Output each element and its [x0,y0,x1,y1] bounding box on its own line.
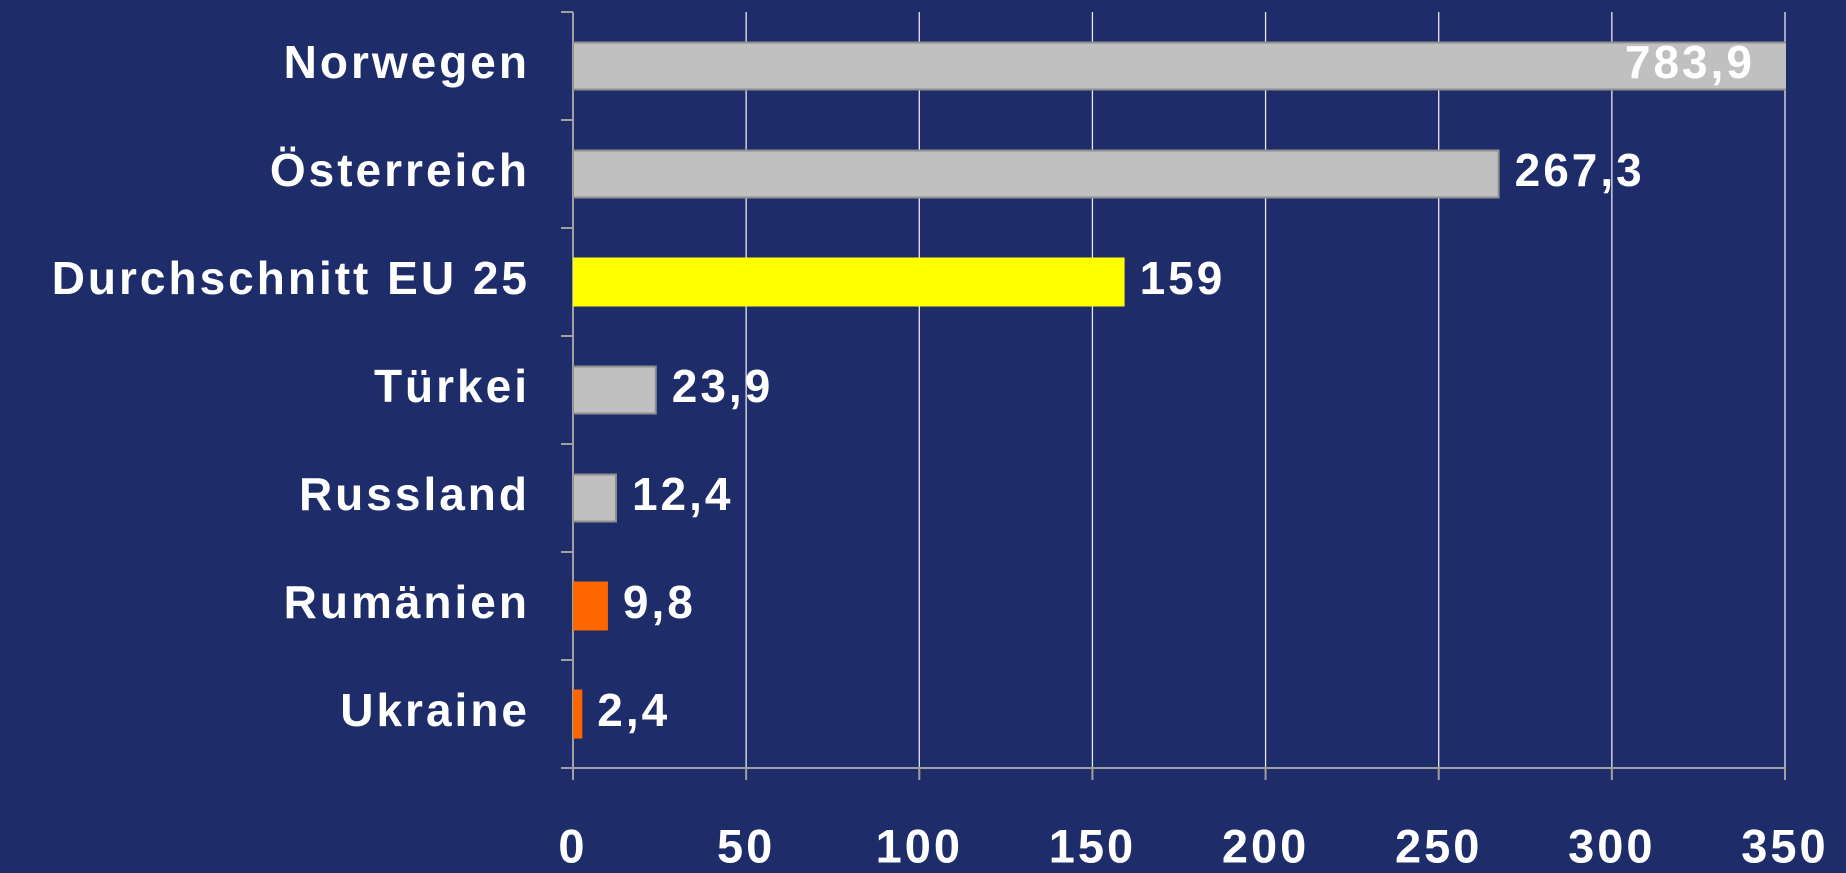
value-label: 159 [1140,252,1226,304]
category-label: Ukraine [340,684,530,736]
bars [573,41,1786,739]
category-label: Türkei [374,360,530,412]
bar [573,365,657,415]
value-label: 783,9 [1625,36,1755,88]
bar [573,41,1786,91]
bar [573,257,1125,307]
bar [573,581,608,631]
value-label: 12,4 [632,468,734,520]
category-label: Russland [299,468,530,520]
bar [573,149,1500,199]
x-tick-label: 200 [1222,819,1309,872]
bar [573,473,617,523]
value-label: 9,8 [623,576,696,628]
bar [573,689,583,739]
x-tick-label: 350 [1741,819,1828,872]
x-tick-label: 50 [717,819,775,872]
category-label: Norwegen [284,36,530,88]
x-tick-label: 150 [1049,819,1136,872]
value-label: 2,4 [597,684,670,736]
category-label: Rumänien [284,576,530,628]
x-tick-label: 100 [876,819,963,872]
value-label: 267,3 [1515,144,1645,196]
x-tick-label: 250 [1395,819,1482,872]
category-label: Durchschnitt EU 25 [52,252,530,304]
x-tick-label: 300 [1568,819,1655,872]
category-label: Österreich [270,144,530,196]
x-tick-label: 0 [558,819,587,872]
value-label: 23,9 [672,360,774,412]
